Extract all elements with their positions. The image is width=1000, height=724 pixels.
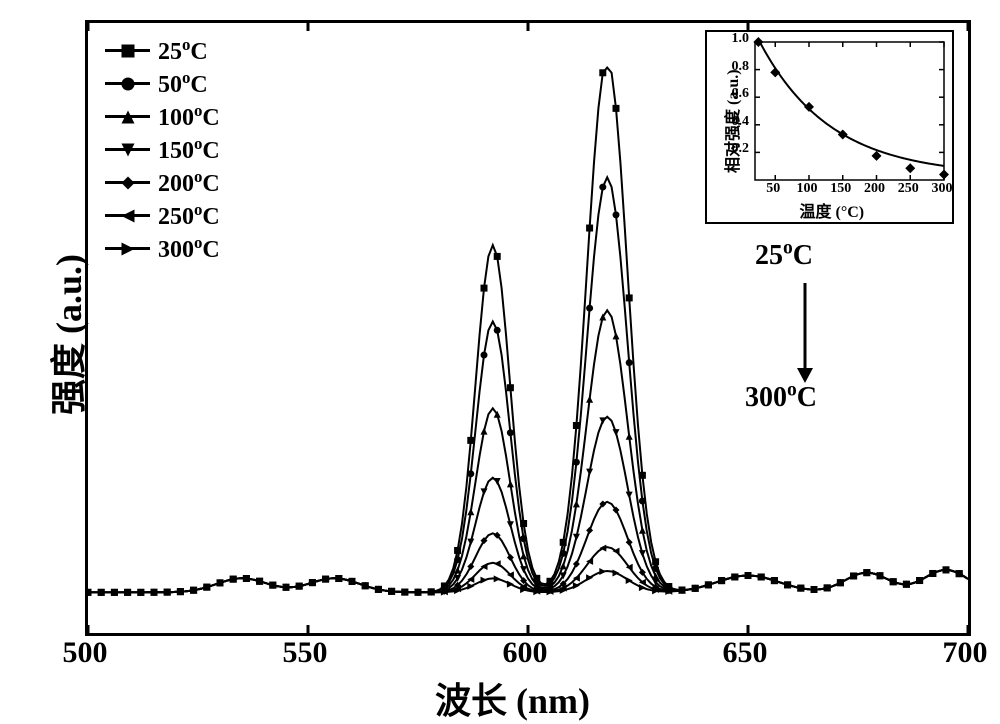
- legend-line-icon: [105, 214, 150, 217]
- inset-x-tick-label: 200: [860, 181, 890, 197]
- legend-label: 150oC: [158, 134, 220, 165]
- legend-item: 50oC: [105, 68, 220, 99]
- inset-x-tick-label: 250: [893, 181, 923, 197]
- inset-x-tick-label: 50: [758, 181, 788, 197]
- legend-label: 100oC: [158, 101, 220, 132]
- x-tick-label: 700: [935, 636, 995, 670]
- legend-label: 200oC: [158, 167, 220, 198]
- legend-label: 300oC: [158, 233, 220, 264]
- x-tick-label: 500: [55, 636, 115, 670]
- inset-x-tick-label: 300: [927, 181, 957, 197]
- legend-item: 300oC: [105, 233, 220, 264]
- inset-y-tick-label: 0.6: [721, 86, 749, 102]
- chart-container: 强度 (a.u.) 波长 (nm) 500550600650700 25oC50…: [0, 0, 1000, 718]
- legend-item: 150oC: [105, 134, 220, 165]
- legend-item: 100oC: [105, 101, 220, 132]
- annotation-temp-start: 25oC: [755, 238, 813, 272]
- legend: 25oC50oC100oC150oC200oC250oC300oC: [105, 35, 220, 266]
- x-tick-label: 650: [715, 636, 775, 670]
- legend-line-icon: [105, 247, 150, 250]
- legend-line-icon: [105, 148, 150, 151]
- inset-y-tick-label: 1.0: [721, 31, 749, 47]
- legend-line-icon: [105, 82, 150, 85]
- inset-x-axis-label: 温度 (°C): [800, 198, 865, 222]
- legend-label: 25oC: [158, 35, 208, 66]
- x-tick-label: 550: [275, 636, 335, 670]
- x-tick-label: 600: [495, 636, 555, 670]
- inset-y-tick-label: 0.2: [721, 141, 749, 157]
- inset-y-tick-label: 0.8: [721, 59, 749, 75]
- legend-line-icon: [105, 49, 150, 52]
- inset-x-tick-label: 150: [826, 181, 856, 197]
- legend-item: 250oC: [105, 200, 220, 231]
- legend-line-icon: [105, 115, 150, 118]
- legend-label: 250oC: [158, 200, 220, 231]
- inset-x-tick-label: 100: [792, 181, 822, 197]
- legend-item: 200oC: [105, 167, 220, 198]
- x-axis-label: 波长 (nm): [435, 672, 590, 724]
- legend-label: 50oC: [158, 68, 208, 99]
- annotation-arrow: [790, 283, 820, 386]
- legend-item: 25oC: [105, 35, 220, 66]
- legend-line-icon: [105, 181, 150, 184]
- inset-y-tick-label: 0.4: [721, 114, 749, 130]
- y-axis-label: 强度 (a.u.): [40, 254, 92, 415]
